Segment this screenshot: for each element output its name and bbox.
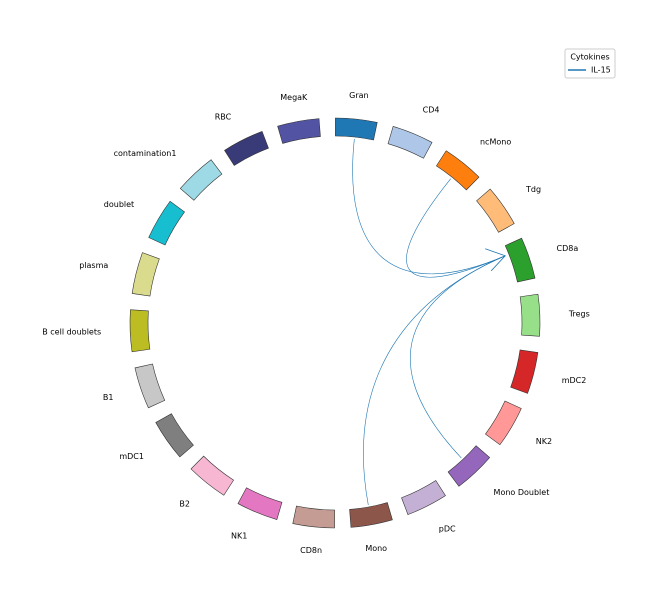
node-label: contamination1 <box>114 149 177 158</box>
node-label: Tdg <box>525 185 541 194</box>
node-segment <box>447 445 491 487</box>
node-segment <box>387 126 433 159</box>
node-label: ncMono <box>480 138 511 147</box>
node-label: mDC2 <box>562 376 587 385</box>
node-segment <box>349 502 393 528</box>
node-segment <box>155 413 194 458</box>
node-label: B2 <box>179 499 190 508</box>
node-segment <box>129 309 151 353</box>
node-segment <box>504 237 536 283</box>
node-segment <box>519 293 541 337</box>
node-label: Tregs <box>568 310 590 319</box>
node-label: plasma <box>79 261 108 270</box>
node-segment <box>237 487 283 520</box>
node-segment <box>148 200 185 246</box>
node-segment <box>292 505 335 529</box>
node-segment <box>131 252 160 297</box>
node-label: CD8n <box>300 546 322 555</box>
node-label: MegaK <box>280 93 308 102</box>
node-segment <box>435 150 480 191</box>
node-label: Mono <box>365 544 387 553</box>
node-label: B cell doublets <box>42 327 101 336</box>
node-label: CD4 <box>423 106 440 115</box>
edge <box>406 178 506 278</box>
node-segment <box>179 159 223 201</box>
node-segment <box>277 118 321 144</box>
legend-title: Cytokines <box>570 53 609 62</box>
node-label: doublet <box>104 200 134 209</box>
node-segment <box>224 131 269 166</box>
node-segment <box>190 455 235 496</box>
node-label: mDC1 <box>119 452 144 461</box>
legend-label: IL-15 <box>591 66 611 75</box>
node-segment <box>134 363 166 409</box>
node-label: RBC <box>215 112 232 121</box>
node-segment <box>401 480 446 515</box>
node-label: CD8a <box>557 244 579 253</box>
node-segment <box>335 117 378 141</box>
node-label: Mono Doublet <box>494 488 550 497</box>
node-segment <box>476 188 515 233</box>
edge <box>352 138 506 275</box>
node-label: NK1 <box>231 531 247 540</box>
node-label: Gran <box>349 91 368 100</box>
node-label: NK2 <box>536 437 552 446</box>
edge <box>363 255 506 506</box>
legend: IL-15 <box>568 66 611 75</box>
node-segment <box>485 400 522 446</box>
node-label: B1 <box>103 393 114 402</box>
node-label: pDC <box>439 525 456 534</box>
node-segment <box>510 349 539 394</box>
arrow-head <box>485 248 506 272</box>
edge <box>410 255 506 459</box>
